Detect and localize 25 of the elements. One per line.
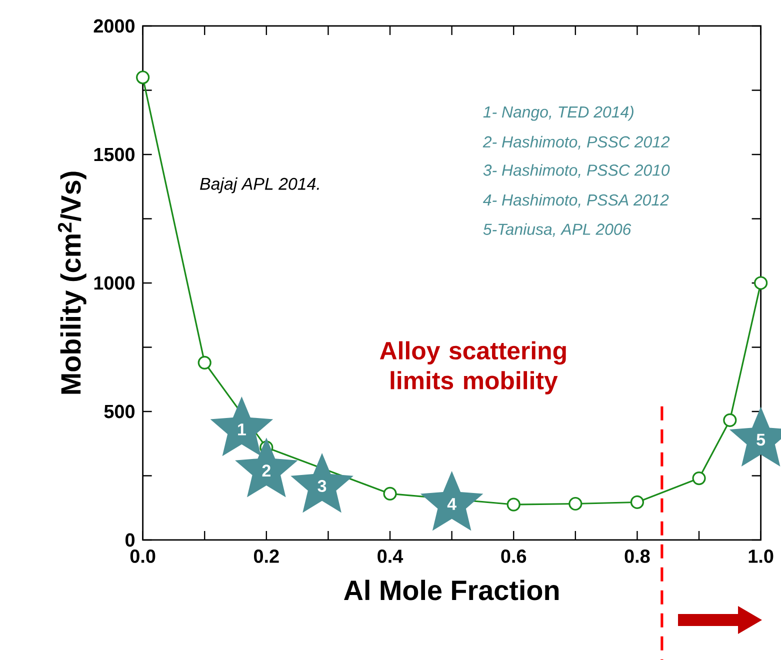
annotation: 4 <box>447 498 456 510</box>
x-tick-label: 0.0 <box>130 550 156 563</box>
y-tick-label: 1500 <box>94 148 134 162</box>
x-tick-label: 1.0 <box>748 550 774 563</box>
x-axis-title: Al Mole Fraction <box>344 580 559 600</box>
annotation: 1 <box>238 424 246 436</box>
y-axis-title: Mobility (cm$^{2}$/Vs) <box>58 172 86 394</box>
y-tick-label: 500 <box>104 404 135 418</box>
annotation: Bajaj APL 2014. <box>200 177 319 194</box>
annotation: 5-Taniusa, APL 2006 <box>483 223 632 237</box>
y-tick-label: 2000 <box>94 19 134 33</box>
annotation: 5 <box>756 434 766 446</box>
x-tick-label: 0.6 <box>501 550 526 563</box>
annotation: 1- Nango, TED 2014) <box>483 106 634 121</box>
x-tick-label: 0.2 <box>254 550 279 563</box>
x-tick-label: 0.8 <box>624 550 650 563</box>
x-tick-label: 0.4 <box>378 550 404 563</box>
annotation: Alloy scattering limits mobility <box>380 341 566 394</box>
annotation: 4- Hashimoto, PSSA 2012 <box>483 194 669 208</box>
annotation: 3 <box>318 480 326 492</box>
annotation: 2- Hashimoto, PSSC 2012 <box>482 136 670 150</box>
annotation: 2 <box>262 464 270 477</box>
y-tick-label: 1000 <box>94 276 134 290</box>
annotation: 3- Hashimoto, PSSC 2010 <box>483 164 670 178</box>
y-tick-label: 0 <box>126 533 135 547</box>
